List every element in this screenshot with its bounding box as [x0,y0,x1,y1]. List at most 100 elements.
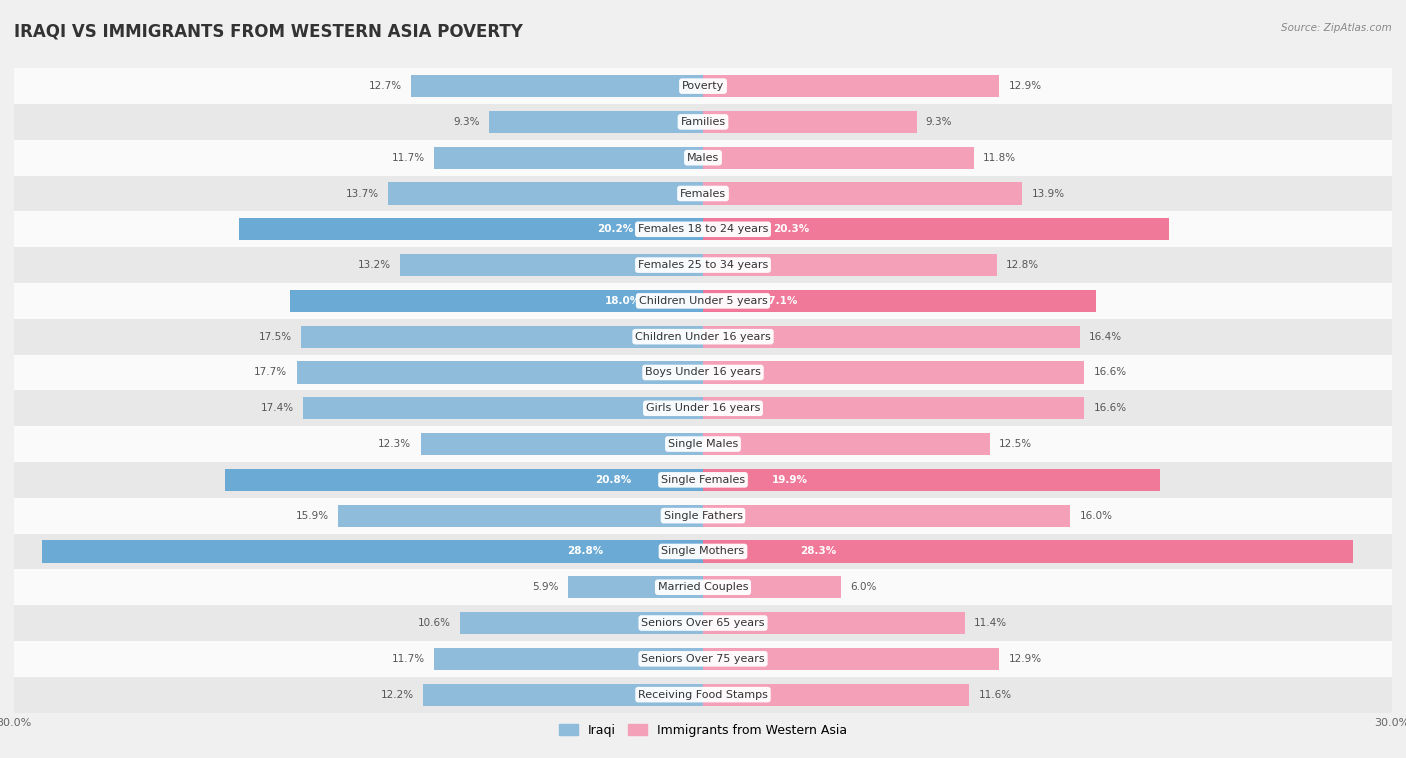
Bar [225,468,703,491]
Bar [239,218,703,240]
Text: 12.3%: 12.3% [378,439,412,449]
Bar [14,426,1392,462]
Bar [703,505,1070,527]
Bar [434,146,703,169]
Bar [337,505,703,527]
Bar [434,648,703,670]
Text: 12.7%: 12.7% [368,81,402,91]
Text: 9.3%: 9.3% [925,117,952,127]
Bar [568,576,703,598]
Bar [14,462,1392,498]
Text: Boys Under 16 years: Boys Under 16 years [645,368,761,377]
Text: 28.8%: 28.8% [568,547,603,556]
Text: Females 18 to 24 years: Females 18 to 24 years [638,224,768,234]
Text: Receiving Food Stamps: Receiving Food Stamps [638,690,768,700]
Text: Females 25 to 34 years: Females 25 to 34 years [638,260,768,270]
Text: 16.4%: 16.4% [1088,332,1122,342]
Bar [703,146,974,169]
Bar [301,326,703,348]
Text: 20.3%: 20.3% [773,224,810,234]
Bar [489,111,703,133]
Text: 19.9%: 19.9% [772,475,807,485]
Text: Seniors Over 75 years: Seniors Over 75 years [641,654,765,664]
Text: 13.9%: 13.9% [1032,189,1064,199]
Text: Single Females: Single Females [661,475,745,485]
Bar [703,468,1160,491]
Bar [14,176,1392,211]
Bar [14,534,1392,569]
Text: 12.8%: 12.8% [1007,260,1039,270]
Legend: Iraqi, Immigrants from Western Asia: Iraqi, Immigrants from Western Asia [554,719,852,742]
Text: 16.0%: 16.0% [1080,511,1112,521]
Text: 11.4%: 11.4% [974,618,1007,628]
Text: Females: Females [681,189,725,199]
Text: Children Under 5 years: Children Under 5 years [638,296,768,306]
Bar [703,218,1170,240]
Text: Single Fathers: Single Fathers [664,511,742,521]
Text: Married Couples: Married Couples [658,582,748,592]
Bar [297,362,703,384]
Bar [14,104,1392,139]
Bar [14,569,1392,605]
Text: Seniors Over 65 years: Seniors Over 65 years [641,618,765,628]
Bar [14,605,1392,641]
Text: Single Males: Single Males [668,439,738,449]
Bar [703,75,1000,97]
Text: 20.8%: 20.8% [595,475,631,485]
Text: 28.3%: 28.3% [800,547,837,556]
Bar [14,677,1392,713]
Text: 11.6%: 11.6% [979,690,1012,700]
Text: IRAQI VS IMMIGRANTS FROM WESTERN ASIA POVERTY: IRAQI VS IMMIGRANTS FROM WESTERN ASIA PO… [14,23,523,41]
Bar [703,326,1080,348]
Bar [703,362,1084,384]
Text: Poverty: Poverty [682,81,724,91]
Text: 11.8%: 11.8% [983,152,1017,163]
Bar [290,290,703,312]
Bar [14,355,1392,390]
Text: Girls Under 16 years: Girls Under 16 years [645,403,761,413]
Text: 17.7%: 17.7% [254,368,287,377]
Bar [703,111,917,133]
Text: 18.0%: 18.0% [605,296,641,306]
Bar [14,498,1392,534]
Text: 6.0%: 6.0% [851,582,876,592]
Bar [14,68,1392,104]
Text: 9.3%: 9.3% [454,117,481,127]
Text: Males: Males [688,152,718,163]
Bar [703,397,1084,419]
Text: 12.9%: 12.9% [1008,81,1042,91]
Text: 13.2%: 13.2% [357,260,391,270]
Text: 12.2%: 12.2% [381,690,413,700]
Text: 16.6%: 16.6% [1094,403,1126,413]
Bar [14,211,1392,247]
Text: Children Under 16 years: Children Under 16 years [636,332,770,342]
Bar [703,576,841,598]
Text: 13.7%: 13.7% [346,189,380,199]
Text: 17.1%: 17.1% [762,296,799,306]
Text: 12.9%: 12.9% [1008,654,1042,664]
Text: Single Mothers: Single Mothers [661,547,745,556]
Bar [703,684,969,706]
Bar [420,433,703,455]
Text: 16.6%: 16.6% [1094,368,1126,377]
Text: 20.2%: 20.2% [598,224,634,234]
Bar [703,540,1353,562]
Bar [703,648,1000,670]
Bar [703,254,997,276]
Text: 10.6%: 10.6% [418,618,450,628]
Bar [14,319,1392,355]
Bar [304,397,703,419]
Bar [14,390,1392,426]
Bar [14,283,1392,319]
Text: 15.9%: 15.9% [295,511,329,521]
Bar [412,75,703,97]
Bar [703,433,990,455]
Text: Families: Families [681,117,725,127]
Bar [42,540,703,562]
Text: Source: ZipAtlas.com: Source: ZipAtlas.com [1281,23,1392,33]
Bar [388,183,703,205]
Text: 17.4%: 17.4% [262,403,294,413]
Text: 11.7%: 11.7% [392,152,425,163]
Text: 17.5%: 17.5% [259,332,292,342]
Text: 12.5%: 12.5% [1000,439,1032,449]
